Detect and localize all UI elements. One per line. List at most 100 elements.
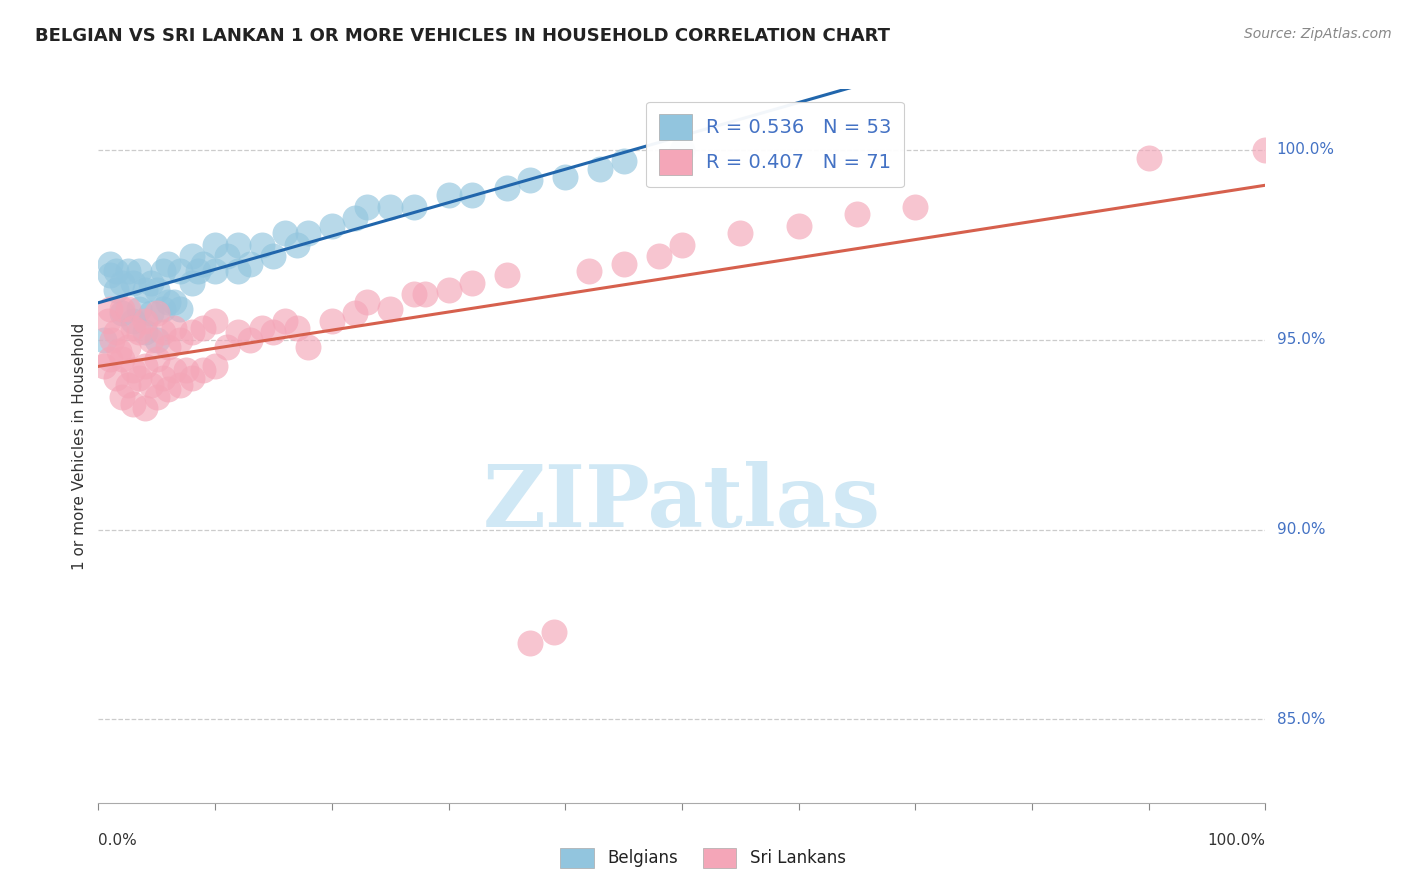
Point <box>117 378 139 392</box>
Point <box>111 302 134 317</box>
Point <box>157 340 180 354</box>
Point <box>496 268 519 283</box>
Text: Source: ZipAtlas.com: Source: ZipAtlas.com <box>1244 27 1392 41</box>
Point <box>228 237 250 252</box>
Point <box>117 302 139 317</box>
Point <box>169 264 191 278</box>
Text: 100.0%: 100.0% <box>1208 833 1265 848</box>
Point <box>98 351 121 366</box>
Point <box>122 397 145 411</box>
Point <box>134 359 156 374</box>
Point <box>193 363 215 377</box>
Point <box>98 268 121 283</box>
Point <box>163 363 186 377</box>
Point <box>228 325 250 339</box>
Point <box>647 249 669 263</box>
Point <box>589 161 612 176</box>
Point <box>169 378 191 392</box>
Point <box>152 325 174 339</box>
Point <box>111 306 134 320</box>
Point <box>128 370 150 384</box>
Point <box>93 333 115 347</box>
Point <box>157 257 180 271</box>
Point <box>152 302 174 317</box>
Point <box>128 325 150 339</box>
Point <box>180 249 202 263</box>
Point <box>193 321 215 335</box>
Point <box>152 264 174 278</box>
Point <box>262 249 284 263</box>
Point <box>215 340 238 354</box>
Point <box>128 302 150 317</box>
Point <box>285 321 308 335</box>
Point <box>180 370 202 384</box>
Point <box>104 325 127 339</box>
Point <box>413 287 436 301</box>
Point <box>297 340 319 354</box>
Point <box>380 200 402 214</box>
Point <box>134 284 156 298</box>
Point <box>163 294 186 309</box>
Point <box>356 200 378 214</box>
Point <box>146 333 169 347</box>
Point <box>437 188 460 202</box>
Point <box>111 390 134 404</box>
Point <box>380 302 402 317</box>
Point <box>297 227 319 241</box>
Point <box>519 636 541 650</box>
Point <box>187 264 209 278</box>
Point <box>285 237 308 252</box>
Point <box>204 264 226 278</box>
Point <box>146 306 169 320</box>
Legend: R = 0.536   N = 53, R = 0.407   N = 71: R = 0.536 N = 53, R = 0.407 N = 71 <box>647 102 904 187</box>
Point <box>97 314 120 328</box>
Text: 0.0%: 0.0% <box>98 833 138 848</box>
Point <box>204 314 226 328</box>
Point <box>134 325 156 339</box>
Point <box>274 227 297 241</box>
Point <box>193 257 215 271</box>
Point <box>904 200 927 214</box>
Point <box>108 344 131 359</box>
Point <box>104 284 127 298</box>
Point <box>180 325 202 339</box>
Point <box>180 276 202 290</box>
Point <box>730 227 752 241</box>
Point <box>613 154 636 169</box>
Point <box>321 219 343 233</box>
Point <box>543 625 565 640</box>
Point <box>98 257 121 271</box>
Point <box>461 276 484 290</box>
Point <box>1137 151 1160 165</box>
Point <box>93 359 115 374</box>
Point <box>117 264 139 278</box>
Point <box>519 173 541 187</box>
Y-axis label: 1 or more Vehicles in Household: 1 or more Vehicles in Household <box>72 322 87 570</box>
Point <box>344 306 367 320</box>
Point <box>787 219 810 233</box>
Point <box>111 276 134 290</box>
Point <box>846 207 869 221</box>
Point <box>262 325 284 339</box>
Point <box>157 382 180 396</box>
Point <box>111 351 134 366</box>
Point <box>215 249 238 263</box>
Point <box>146 390 169 404</box>
Point <box>671 143 693 157</box>
Point <box>122 314 145 328</box>
Point <box>356 294 378 309</box>
Point <box>496 181 519 195</box>
Point <box>157 294 180 309</box>
Point <box>174 363 197 377</box>
Text: ZIPatlas: ZIPatlas <box>482 461 882 545</box>
Point <box>250 237 273 252</box>
Point <box>139 333 162 347</box>
Point <box>152 370 174 384</box>
Point <box>128 264 150 278</box>
Point <box>274 314 297 328</box>
Text: 90.0%: 90.0% <box>1277 522 1324 537</box>
Point <box>169 302 191 317</box>
Point <box>122 276 145 290</box>
Point <box>146 284 169 298</box>
Point <box>578 264 600 278</box>
